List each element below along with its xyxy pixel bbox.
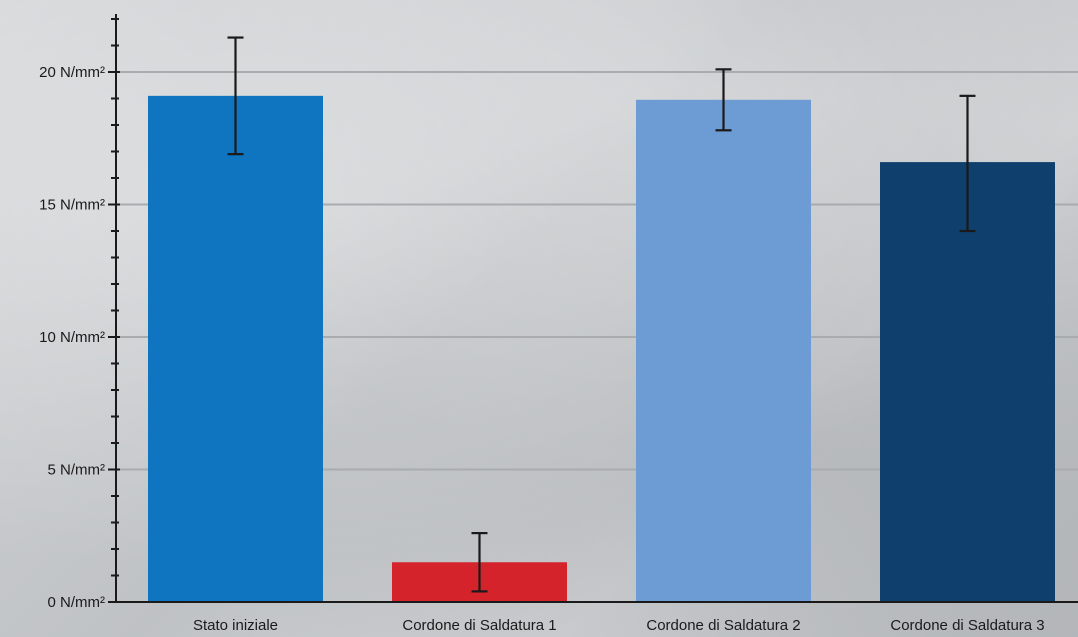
bar-3 bbox=[636, 99, 811, 602]
y-tick-label-0: 0 N/mm² bbox=[48, 594, 106, 611]
category-label-2: Cordone di Saldatura 1 bbox=[402, 617, 556, 634]
bar-4 bbox=[880, 162, 1055, 602]
bar-1 bbox=[148, 95, 323, 602]
y-tick-label-3: 15 N/mm² bbox=[39, 197, 105, 214]
y-tick-label-2: 10 N/mm² bbox=[39, 329, 105, 346]
category-label-3: Cordone di Saldatura 2 bbox=[646, 617, 800, 634]
y-tick-label-1: 5 N/mm² bbox=[48, 462, 106, 479]
category-label-1: Stato iniziale bbox=[193, 617, 278, 634]
y-tick-label-4: 20 N/mm² bbox=[39, 64, 105, 81]
category-label-4: Cordone di Saldatura 3 bbox=[890, 617, 1044, 634]
